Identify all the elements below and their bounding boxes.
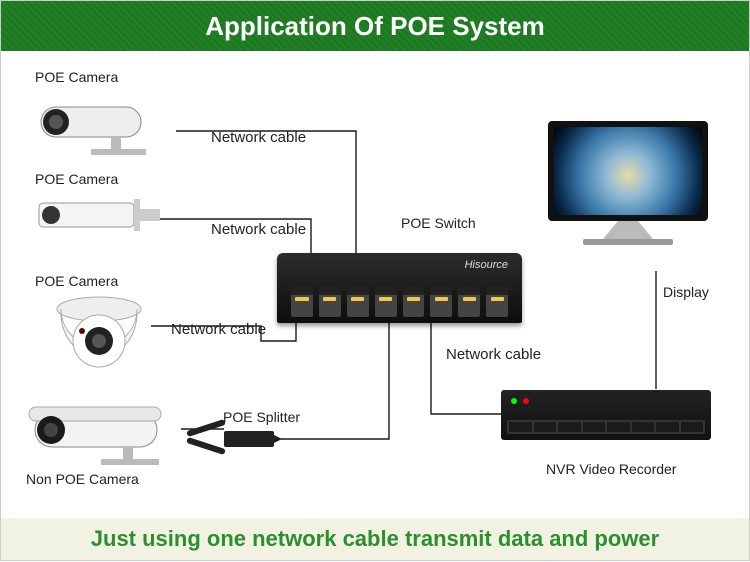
non-poe-camera-icon bbox=[23, 399, 188, 471]
label-poe-splitter: POE Splitter bbox=[223, 409, 300, 425]
diagram-canvas: Application Of POE System Hisource bbox=[0, 0, 750, 561]
poe-splitter-icon bbox=[224, 431, 282, 447]
header-title: Application Of POE System bbox=[205, 11, 545, 42]
nvr-device bbox=[501, 390, 711, 440]
label-poe-camera-1: POE Camera bbox=[35, 69, 118, 85]
footer-bar: Just using one network cable transmit da… bbox=[1, 518, 749, 560]
header-bar: Application Of POE System bbox=[1, 1, 749, 51]
switch-ports bbox=[291, 287, 508, 317]
label-poe-camera-3: POE Camera bbox=[35, 273, 118, 289]
monitor-screen bbox=[548, 121, 708, 221]
label-poe-camera-2: POE Camera bbox=[35, 171, 118, 187]
footer-text: Just using one network cable transmit da… bbox=[91, 526, 659, 552]
poe-switch-device: Hisource bbox=[277, 253, 522, 323]
label-poe-switch: POE Switch bbox=[401, 215, 476, 231]
edge-label-4: Network cable bbox=[446, 346, 541, 363]
edge-label-1: Network cable bbox=[211, 129, 306, 146]
switch-brand: Hisource bbox=[465, 259, 508, 271]
label-non-poe-camera: Non POE Camera bbox=[26, 471, 139, 487]
edge-label-2: Network cable bbox=[211, 221, 306, 238]
poe-camera-1-icon bbox=[31, 89, 181, 159]
edge-label-3: Network cable bbox=[171, 321, 266, 338]
monitor-device bbox=[548, 121, 708, 245]
poe-camera-3-icon bbox=[49, 291, 154, 371]
poe-camera-2-icon bbox=[31, 189, 166, 249]
label-nvr: NVR Video Recorder bbox=[546, 461, 676, 477]
label-display: Display bbox=[663, 284, 709, 300]
